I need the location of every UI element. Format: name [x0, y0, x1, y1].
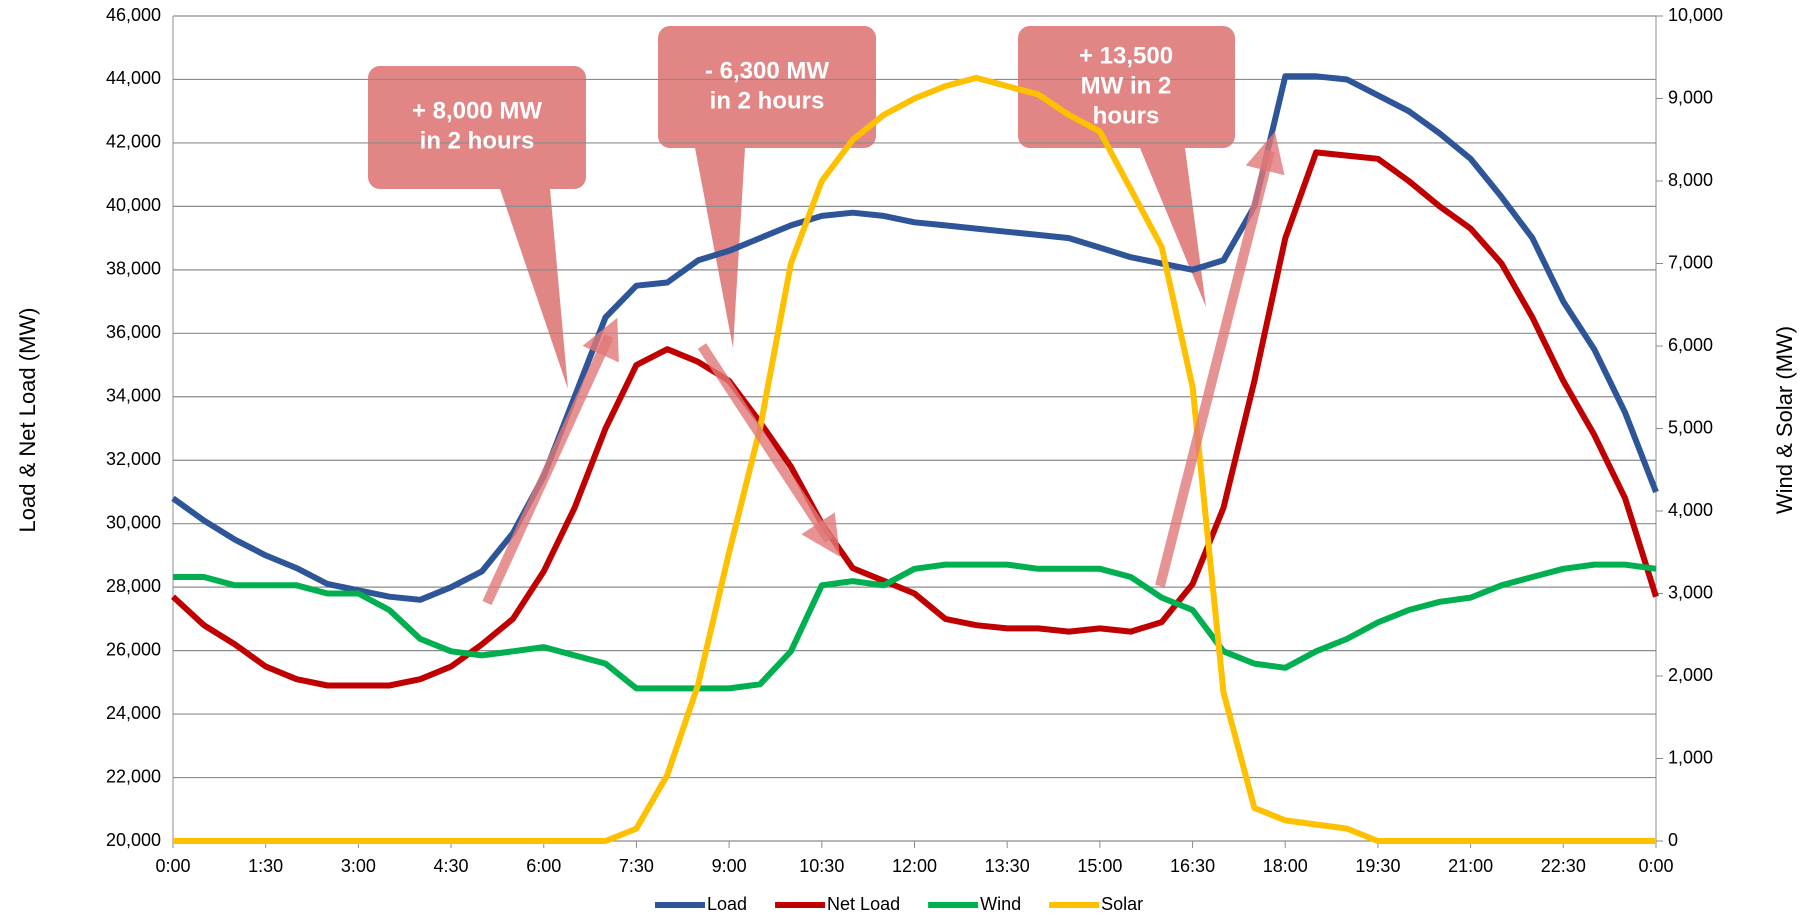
y-tick-label: 22,000 [106, 766, 161, 786]
y-tick-label: 42,000 [106, 132, 161, 152]
x-tick-label: 21:00 [1448, 856, 1493, 876]
x-tick-label: 0:00 [155, 856, 190, 876]
y2-tick-label: 1,000 [1668, 747, 1713, 767]
y2-tick-label: 6,000 [1668, 335, 1713, 355]
trend-arrow [482, 317, 619, 606]
annotation: + 13,500 [1079, 42, 1173, 69]
y2-tick-label: 3,000 [1668, 582, 1713, 602]
x-tick-label: 0:00 [1638, 856, 1673, 876]
legend-label: Net Load [827, 894, 900, 914]
x-tick-label: 18:00 [1263, 856, 1308, 876]
legend-label: Solar [1101, 894, 1143, 914]
x-tick-label: 19:30 [1355, 856, 1400, 876]
y2-tick-label: 2,000 [1668, 665, 1713, 685]
callout-pointer [695, 148, 745, 348]
annotation: hours [1093, 102, 1160, 129]
y2-tick-label: 4,000 [1668, 500, 1713, 520]
annotation: + 8,000 MW [412, 97, 542, 124]
y2-tick-label: 8,000 [1668, 170, 1713, 190]
x-tick-label: 1:30 [248, 856, 283, 876]
y2-axis-title: Wind & Solar (MW) [1772, 326, 1797, 514]
y-tick-label: 28,000 [106, 576, 161, 596]
x-tick-label: 6:00 [526, 856, 561, 876]
y-tick-label: 36,000 [106, 322, 161, 342]
grid [173, 15, 1656, 842]
x-tick-label: 15:00 [1077, 856, 1122, 876]
y-tick-label: 38,000 [106, 259, 161, 279]
annotation: in 2 hours [710, 87, 825, 114]
y-tick-label: 34,000 [106, 386, 161, 406]
y-tick-label: 20,000 [106, 830, 161, 850]
y-tick-label: 32,000 [106, 449, 161, 469]
y-tick-label: 24,000 [106, 703, 161, 723]
series-line [170, 149, 1659, 689]
series-line [173, 561, 1657, 692]
annotation: - 6,300 MW [705, 57, 829, 84]
y2-tick-label: 0 [1668, 830, 1678, 850]
x-tick-label: 12:00 [892, 856, 937, 876]
callout-box [368, 66, 586, 189]
y-tick-label: 40,000 [106, 195, 161, 215]
y-tick-label: 30,000 [106, 512, 161, 532]
x-tick-label: 13:30 [985, 856, 1030, 876]
y2-tick-label: 10,000 [1668, 5, 1723, 25]
x-tick-label: 3:00 [341, 856, 376, 876]
x-tick-label: 4:30 [434, 856, 469, 876]
x-tick-label: 9:00 [712, 856, 747, 876]
legend-label: Wind [980, 894, 1021, 914]
x-tick-label: 7:30 [619, 856, 654, 876]
x-tick-label: 22:30 [1541, 856, 1586, 876]
y-tick-label: 44,000 [106, 68, 161, 88]
series-line [173, 74, 1656, 844]
y-axis-title: Load & Net Load (MW) [15, 308, 40, 533]
callouts [368, 26, 1235, 389]
x-tick-label: 10:30 [799, 856, 844, 876]
trend-arrow [1155, 131, 1285, 588]
annotation: in 2 hours [420, 127, 535, 154]
trend-arrow [697, 343, 840, 557]
callout-box [658, 26, 876, 148]
series-line [171, 73, 1659, 603]
y-tick-label: 26,000 [106, 639, 161, 659]
y2-tick-label: 9,000 [1668, 87, 1713, 107]
x-tick-label: 16:30 [1170, 856, 1215, 876]
y2-tick-label: 7,000 [1668, 252, 1713, 272]
annotation: MW in 2 [1081, 72, 1172, 99]
y-tick-label: 46,000 [106, 5, 161, 25]
legend-label: Load [707, 894, 747, 914]
callout-pointer [500, 189, 568, 389]
y2-tick-label: 5,000 [1668, 417, 1713, 437]
